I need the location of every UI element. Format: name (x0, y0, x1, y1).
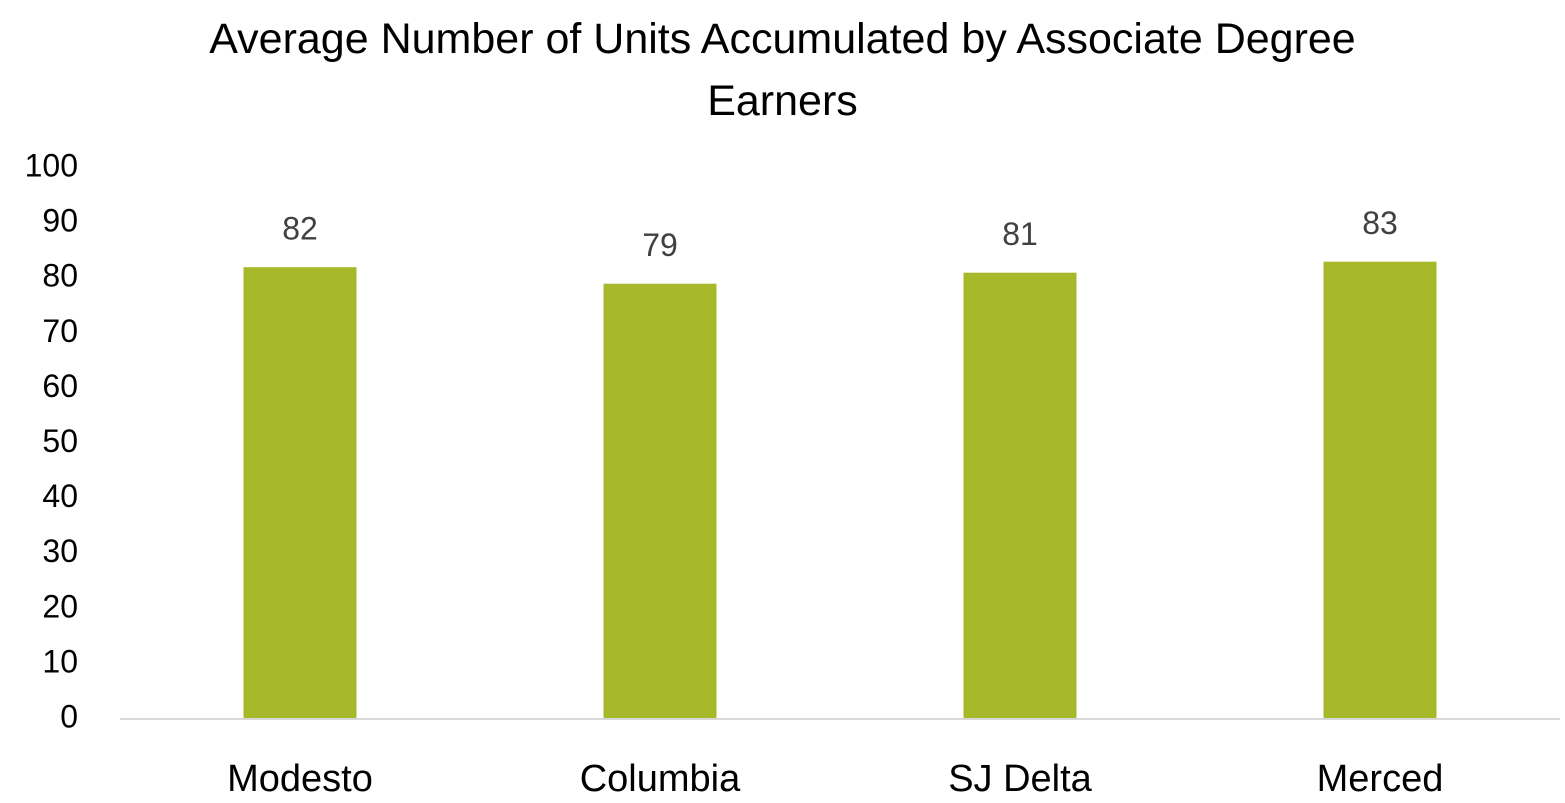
data-label: 81 (1002, 216, 1038, 252)
data-label: 82 (282, 211, 318, 247)
x-tick-label: Merced (1317, 758, 1444, 800)
y-tick-label: 40 (42, 478, 78, 514)
y-tick-label: 90 (42, 203, 78, 239)
y-tick-label: 0 (60, 698, 78, 734)
y-tick-label: 100 (25, 147, 78, 183)
y-tick-label: 20 (42, 588, 78, 624)
bar (963, 272, 1077, 719)
y-tick-label: 10 (42, 643, 78, 679)
data-label: 79 (642, 227, 678, 263)
y-tick-label: 50 (42, 423, 78, 459)
y-tick-label: 80 (42, 258, 78, 294)
data-label: 83 (1362, 205, 1398, 241)
x-tick-label: SJ Delta (948, 758, 1092, 800)
bar (1323, 261, 1437, 719)
bar (603, 283, 717, 719)
x-tick-label: Modesto (227, 758, 373, 800)
title-wrap: Average Number of Units Accumulated by A… (0, 8, 1565, 132)
bar (243, 267, 357, 719)
y-tick-label: 30 (42, 533, 78, 569)
y-tick-label: 60 (42, 368, 78, 404)
chart-title: Average Number of Units Accumulated by A… (209, 15, 1356, 125)
y-tick-label: 70 (42, 313, 78, 349)
x-tick-label: Columbia (580, 758, 741, 800)
